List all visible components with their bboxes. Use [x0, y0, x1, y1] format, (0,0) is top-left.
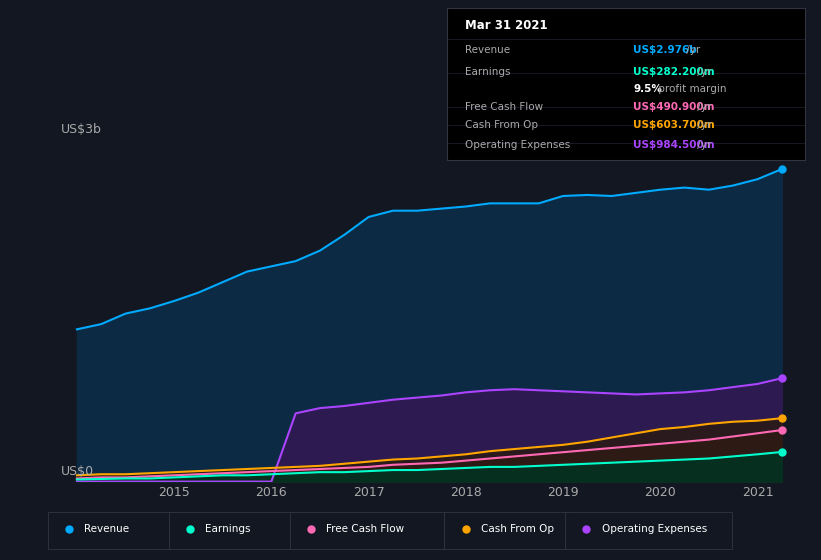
- Text: Revenue: Revenue: [85, 524, 130, 534]
- Text: Operating Expenses: Operating Expenses: [466, 140, 571, 150]
- Text: US$984.500m: US$984.500m: [633, 140, 715, 150]
- Text: Mar 31 2021: Mar 31 2021: [466, 19, 548, 32]
- FancyBboxPatch shape: [48, 512, 172, 549]
- Text: US$0: US$0: [62, 465, 94, 478]
- Text: Operating Expenses: Operating Expenses: [602, 524, 707, 534]
- Text: Revenue: Revenue: [466, 45, 511, 55]
- Text: 9.5%: 9.5%: [633, 84, 662, 94]
- Text: Earnings: Earnings: [466, 67, 511, 77]
- FancyBboxPatch shape: [444, 512, 569, 549]
- Text: Earnings: Earnings: [205, 524, 250, 534]
- Text: profit margin: profit margin: [655, 84, 727, 94]
- Text: Free Cash Flow: Free Cash Flow: [326, 524, 404, 534]
- FancyBboxPatch shape: [290, 512, 444, 549]
- Text: /yr: /yr: [694, 120, 711, 130]
- Text: /yr: /yr: [683, 45, 700, 55]
- FancyBboxPatch shape: [566, 512, 732, 549]
- Text: Free Cash Flow: Free Cash Flow: [466, 102, 544, 112]
- Text: /yr: /yr: [694, 67, 711, 77]
- Text: US$282.200m: US$282.200m: [633, 67, 715, 77]
- Text: US$3b: US$3b: [62, 123, 102, 136]
- Text: US$490.900m: US$490.900m: [633, 102, 714, 112]
- Text: Cash From Op: Cash From Op: [466, 120, 539, 130]
- Text: Cash From Op: Cash From Op: [481, 524, 553, 534]
- Text: /yr: /yr: [694, 140, 711, 150]
- FancyBboxPatch shape: [169, 512, 293, 549]
- Text: /yr: /yr: [694, 102, 711, 112]
- Text: US$603.700m: US$603.700m: [633, 120, 715, 130]
- Text: US$2.976b: US$2.976b: [633, 45, 697, 55]
